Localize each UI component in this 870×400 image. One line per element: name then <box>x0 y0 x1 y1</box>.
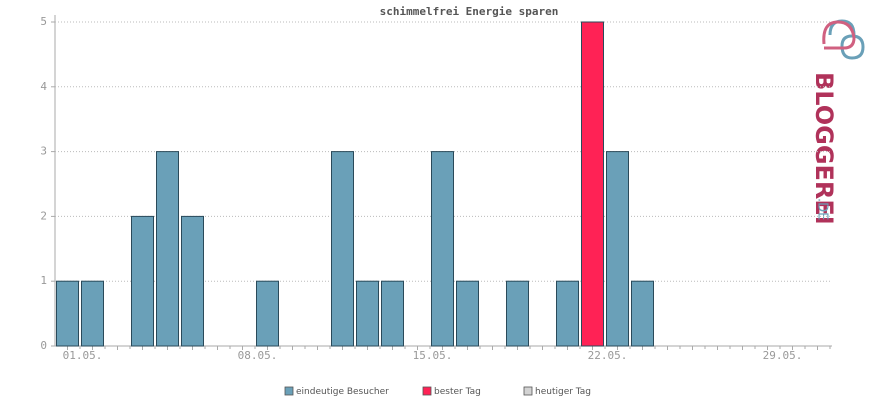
y-tick-label: 3 <box>40 145 47 158</box>
y-tick-label: 0 <box>40 339 47 352</box>
bar <box>331 151 354 347</box>
bar <box>506 280 529 347</box>
y-tick-label: 2 <box>40 209 47 222</box>
bar <box>581 21 604 347</box>
bar <box>56 280 79 347</box>
x-tick-label: 15.05. <box>413 349 453 362</box>
legend-swatch <box>422 386 432 396</box>
y-tick-label: 1 <box>40 274 47 287</box>
legend-swatch <box>284 386 294 396</box>
logo: BLOGGEREI .DE <box>810 19 865 225</box>
legend-swatch <box>523 386 533 396</box>
legend-label: eindeutige Besucher <box>296 387 389 397</box>
x-tick-label: 22.05. <box>588 349 628 362</box>
bar <box>156 151 179 347</box>
x-tick-label: 29.05. <box>763 349 803 362</box>
logo-icon <box>822 20 856 50</box>
bar <box>606 151 629 347</box>
chart-title: schimmelfrei Energie sparen <box>380 5 559 18</box>
bar <box>256 280 279 347</box>
bar <box>381 280 404 347</box>
y-tick-label: 5 <box>40 15 47 28</box>
x-tick-label: 01.05. <box>63 349 103 362</box>
bar <box>181 215 204 347</box>
logo-text: BLOGGEREI <box>810 72 838 225</box>
bar <box>356 280 379 347</box>
y-tick-label: 4 <box>40 80 47 93</box>
bar <box>431 151 454 347</box>
legend-label: bester Tag <box>434 387 481 397</box>
legend-label: heutiger Tag <box>535 387 591 397</box>
x-tick-label: 08.05. <box>238 349 278 362</box>
logo-icon <box>828 19 865 60</box>
bar <box>81 280 104 347</box>
bar <box>456 280 479 347</box>
bar <box>556 280 579 347</box>
bar <box>631 280 654 347</box>
bar <box>131 215 154 347</box>
logo-suffix: .DE <box>815 198 830 220</box>
